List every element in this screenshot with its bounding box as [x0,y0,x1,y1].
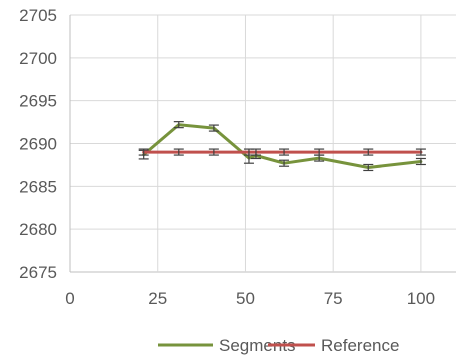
x-axis-tick-labels: 0 25 50 75 100 [65,289,435,308]
x-tick-label: 50 [236,289,255,308]
series-reference [138,148,426,156]
error-bar [279,148,290,156]
error-bar [138,148,149,156]
y-tick-label: 2690 [19,135,57,154]
x-tick-label: 0 [65,289,74,308]
y-axis-tick-labels: 2675 2680 2685 2690 2695 2700 2705 [19,6,57,282]
grid [69,14,456,273]
error-bar [208,124,219,132]
x-tick-label: 75 [324,289,343,308]
y-tick-label: 2675 [19,263,57,282]
series-layer [138,121,426,172]
legend: Segments Reference [158,336,399,355]
error-bar [279,159,290,167]
error-bar [415,148,426,156]
error-bar [415,157,426,166]
y-tick-label: 2705 [19,6,57,25]
error-bar [208,148,219,156]
legend-label: Reference [321,336,399,355]
y-tick-label: 2680 [19,220,57,239]
error-bar [173,148,184,156]
x-tick-label: 25 [148,289,167,308]
y-tick-label: 2695 [19,92,57,111]
legend-label: Segments [219,336,296,355]
series-line [142,123,423,169]
legend-item-reference: Reference [268,336,399,355]
x-tick-label: 100 [407,289,435,308]
legend-item-segments: Segments [158,336,296,355]
y-tick-label: 2685 [19,177,57,196]
error-bar [363,148,374,156]
error-bar [363,163,374,172]
y-tick-label: 2700 [19,49,57,68]
error-bar [250,148,261,156]
error-bar [314,148,325,156]
series-segments [138,121,426,172]
error-bar [173,121,184,129]
